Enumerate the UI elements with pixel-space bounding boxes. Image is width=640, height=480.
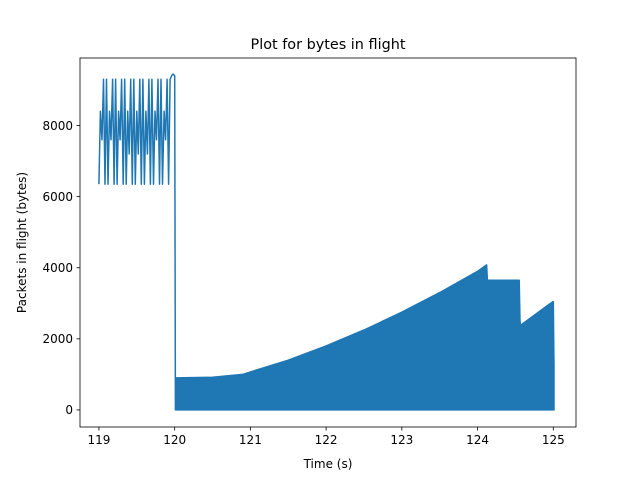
chart-title: Plot for bytes in flight <box>251 37 406 53</box>
plot-area <box>98 73 555 411</box>
x-tick-label: 123 <box>390 433 413 447</box>
x-tick-label: 120 <box>163 433 186 447</box>
x-tick-label: 124 <box>466 433 489 447</box>
x-tick-label: 125 <box>542 433 565 447</box>
y-axis-label: Packets in flight (bytes) <box>15 172 29 313</box>
series-line-1 <box>98 73 177 411</box>
x-tick-label: 119 <box>87 433 110 447</box>
y-tick-label: 2000 <box>42 332 73 346</box>
x-axis: 119 120 121 122 123 124 125 <box>87 427 565 447</box>
x-tick-label: 121 <box>239 433 262 447</box>
y-tick-label: 0 <box>65 403 73 417</box>
y-tick-label: 4000 <box>42 261 73 275</box>
y-tick-label: 8000 <box>42 119 73 133</box>
axes-frame <box>79 57 577 428</box>
series-area-2 <box>175 264 555 411</box>
x-tick-label: 122 <box>315 433 338 447</box>
x-axis-label: Time (s) <box>303 457 353 471</box>
y-axis: 0 2000 4000 6000 8000 <box>42 119 80 417</box>
y-tick-label: 6000 <box>42 190 73 204</box>
